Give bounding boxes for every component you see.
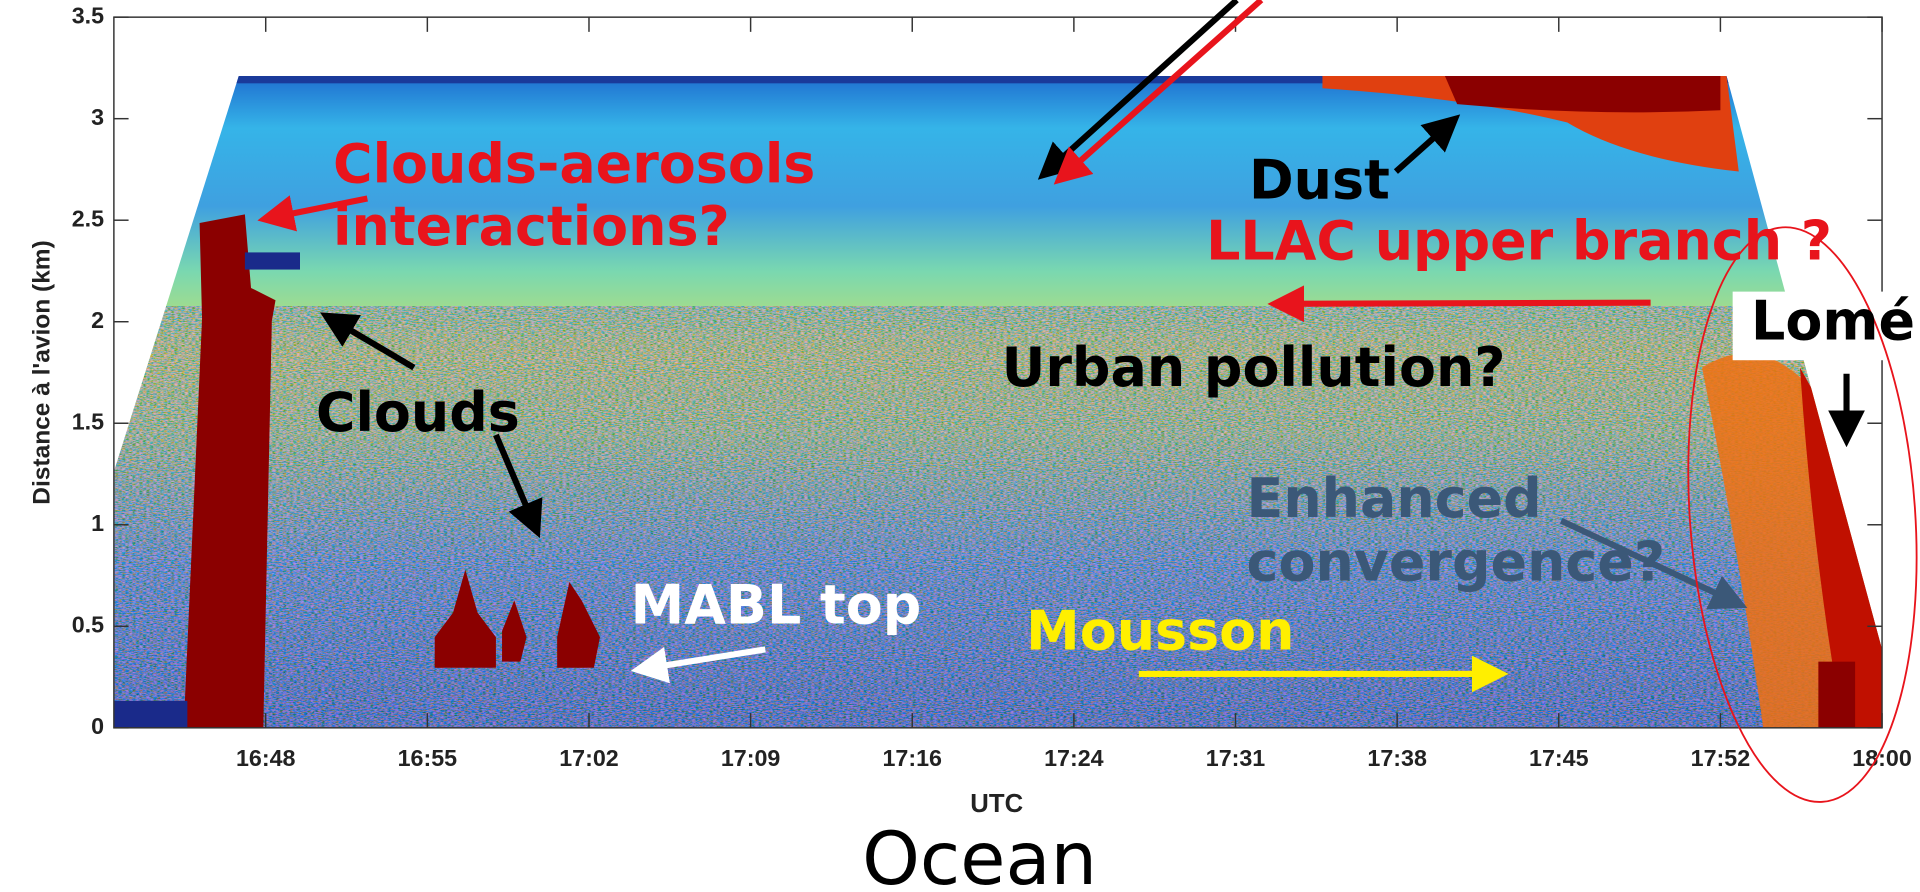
annotation: MABL top — [631, 574, 922, 637]
x-tick-label: 16:48 — [236, 745, 296, 771]
x-tick-label: 17:02 — [559, 745, 618, 771]
annotation: Clouds — [316, 381, 520, 444]
y-axis-label: Distance à l'avion (km) — [28, 240, 55, 504]
x-tick-label: 17:45 — [1529, 745, 1589, 771]
annotation: convergence? — [1247, 531, 1666, 594]
caption: Ocean — [862, 817, 1097, 892]
y-tick-label: 1 — [91, 510, 104, 536]
x-axis-label: UTC — [970, 790, 1023, 818]
annotation: Enhanced — [1247, 467, 1542, 530]
annotation: Lomé — [1751, 289, 1915, 352]
annotation: Clouds-aerosols — [333, 132, 815, 195]
chart: 0 0.5 1 1.5 2 2.5 3 3.5 16:48 16:55 17:02 17:09 17:1… — [0, 0, 1920, 892]
y-tick-label: 0 — [91, 713, 104, 739]
x-tick-label: 17:09 — [721, 745, 781, 771]
annotation: interactions? — [333, 195, 730, 258]
page: {"chart_data": {"type": "heatmap", "ylab… — [0, 0, 1920, 892]
arrow — [1280, 303, 1651, 304]
y-tick-label: 3 — [91, 104, 104, 130]
x-tick-label: 16:55 — [398, 745, 458, 771]
y-tick-label: 0.5 — [72, 611, 104, 637]
y-tick-label: 1.5 — [72, 408, 104, 434]
annotation: Mousson — [1026, 599, 1294, 662]
y-tick-label: 3.5 — [72, 2, 104, 28]
y-tick-label: 2.5 — [72, 205, 104, 231]
x-tick-label: 17:52 — [1691, 745, 1750, 771]
annotation: LLAC upper branch ? — [1206, 210, 1832, 273]
lidar-curtain — [114, 17, 1882, 728]
annotation: Urban pollution? — [1002, 336, 1506, 399]
y-tick-label: 2 — [91, 307, 104, 333]
x-tick-label: 17:24 — [1044, 745, 1104, 771]
x-tick-label: 17:38 — [1367, 745, 1427, 771]
x-tick-label: 17:31 — [1206, 745, 1266, 771]
annotation: Dust — [1249, 148, 1390, 211]
x-tick-label: 17:16 — [882, 745, 942, 771]
